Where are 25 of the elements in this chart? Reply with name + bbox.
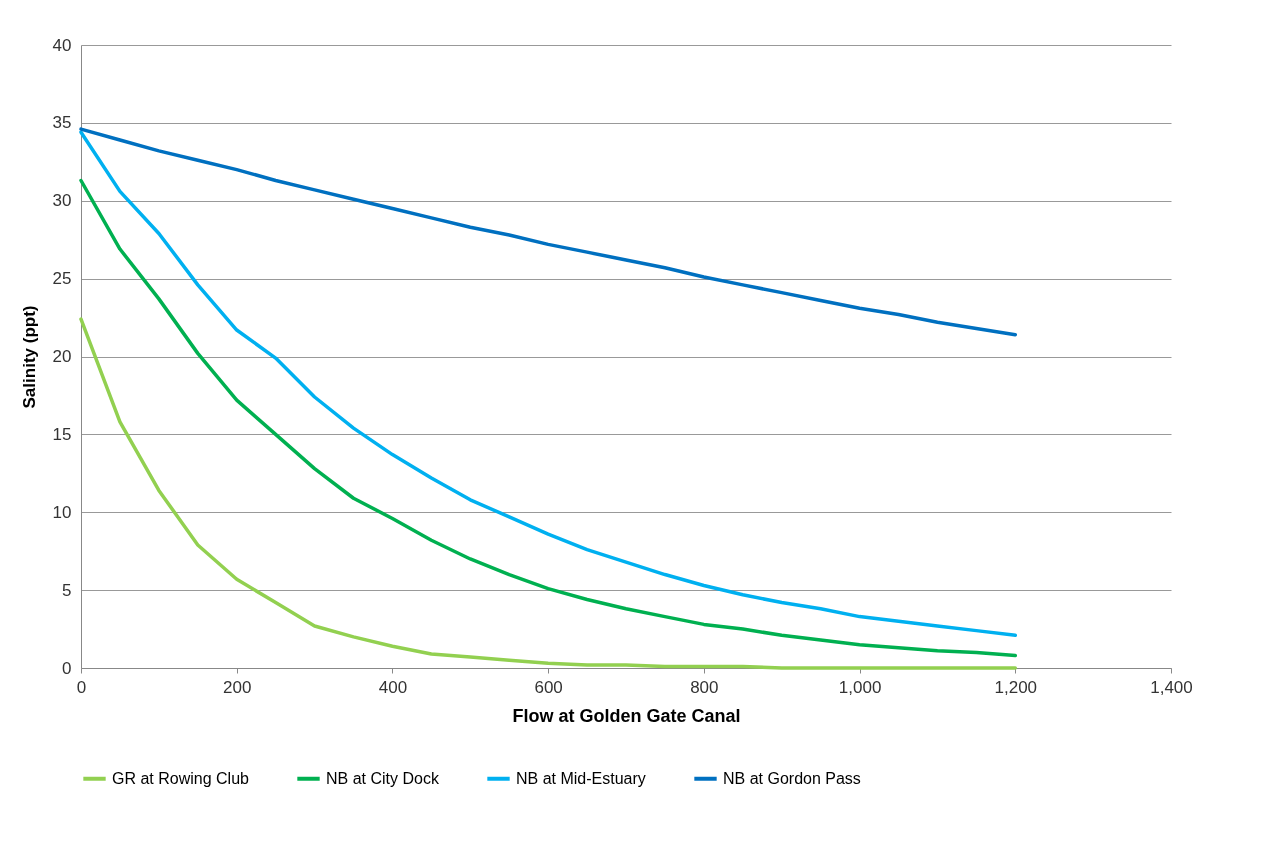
- x-tick-label: 400: [378, 677, 408, 697]
- y-axis-title: Salinity (ppt): [19, 305, 39, 409]
- x-tick-label: 600: [534, 677, 563, 697]
- x-tick-label: 1,200: [994, 677, 1038, 697]
- y-tick-label: 0: [62, 658, 72, 678]
- x-tick-label: 200: [223, 677, 252, 697]
- y-tick-label: 15: [52, 424, 72, 444]
- legend-label: NB at Mid-Estuary: [516, 769, 646, 787]
- line-series: [79, 127, 1018, 337]
- x-tick-label: 0: [76, 677, 87, 697]
- legend-label: NB at Gordon Pass: [723, 769, 861, 787]
- y-tick-label: 10: [52, 502, 72, 522]
- y-tick-label: 35: [52, 113, 72, 133]
- x-tick-label: 1,000: [838, 677, 882, 697]
- y-tick-label: 20: [52, 347, 72, 366]
- y-tick-label: 30: [52, 191, 72, 211]
- y-tick-label: 5: [62, 580, 72, 600]
- legend-label: NB at City Dock: [326, 769, 440, 787]
- legend-label: GR at Rowing Club: [112, 769, 250, 787]
- y-tick-label: 25: [52, 269, 72, 289]
- x-axis-title: Flow at Golden Gate Canal: [512, 705, 741, 726]
- line-series: [79, 317, 1018, 670]
- x-tick-label: 800: [690, 677, 719, 697]
- y-tick-label: 40: [52, 35, 72, 55]
- x-tick-label: 1,400: [1150, 677, 1193, 697]
